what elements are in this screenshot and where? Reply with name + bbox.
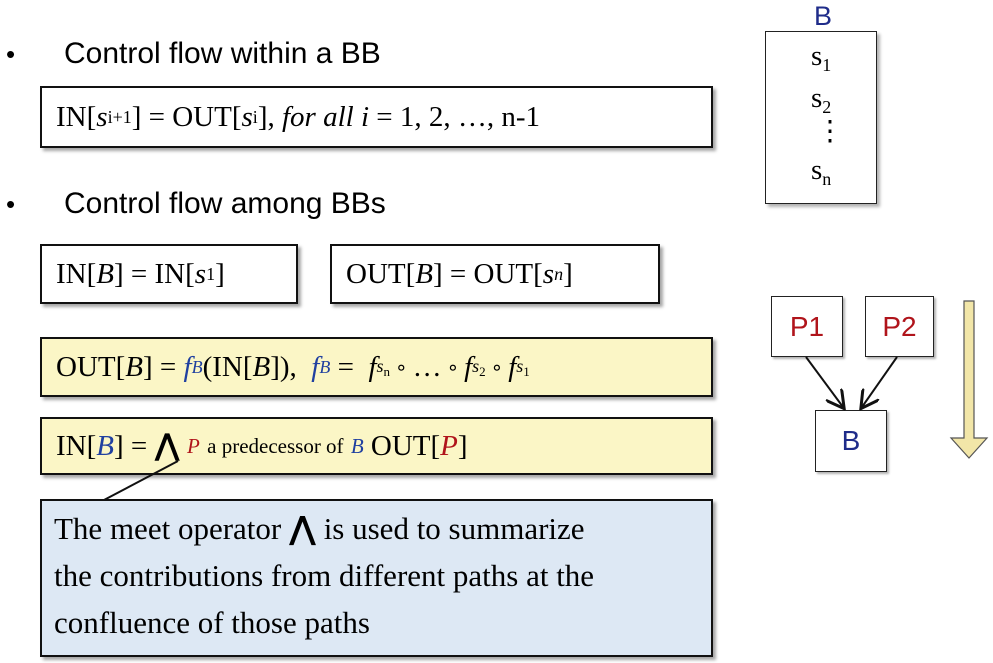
graph-node-p2: P2 — [865, 296, 934, 357]
note-line-2: the contributions from different paths a… — [54, 558, 595, 593]
eq-text: ] — [563, 257, 573, 290]
eq-text: OUT[ — [56, 350, 126, 383]
eq-text: OUT[ — [346, 257, 416, 290]
graph-node-b: B — [815, 410, 887, 472]
eq-var: s — [542, 257, 555, 290]
eq-sub: s — [472, 355, 480, 376]
down-arrow-icon — [949, 300, 989, 459]
vdots-icon: ⋮ — [816, 114, 844, 147]
eq-sub: 1 — [523, 363, 530, 379]
compose-icon: ∘ — [395, 355, 408, 379]
eq-func: f — [464, 350, 473, 383]
eq-var: P — [187, 433, 200, 458]
graph-node-p1: P1 — [771, 296, 843, 357]
eq-within-bb: IN[s i+1] = OUT[s i], for all i = 1, 2, …,… — [40, 86, 713, 148]
eq-text: ] = IN[ — [113, 257, 195, 290]
eq-sub: n — [554, 264, 564, 284]
edge-arrow-icon — [805, 356, 843, 407]
bullet-text: Control flow within a BB — [64, 37, 381, 70]
edge-arrow-icon — [862, 356, 898, 407]
compose-icon: ∘ — [446, 355, 460, 379]
eq-sub: 2 — [479, 363, 486, 379]
block-label: B — [814, 1, 833, 31]
bullet-among: • Control flow among BBs — [0, 187, 386, 221]
callout-connector — [103, 460, 179, 501]
eq-sub: B — [191, 357, 203, 377]
eq-func: f — [311, 350, 320, 383]
eq-sub: i — [252, 107, 258, 127]
eq-var: i — [360, 100, 370, 133]
eq-phrase: a predecessor of — [207, 433, 344, 458]
eq-text: IN[ — [56, 257, 97, 290]
eq-text: IN[ — [56, 429, 97, 462]
eq-text: = 1, 2, …, n-1 — [376, 100, 541, 133]
eq-sub: i+1 — [107, 107, 132, 127]
meet-note: The meet operator ⋀ is used to summarize… — [40, 499, 713, 657]
eq-var: B — [350, 433, 364, 458]
eq-text: … — [412, 350, 442, 383]
eq-var: s — [241, 100, 253, 133]
eq-in-b: IN[B] = IN[s 1] — [40, 244, 298, 304]
eq-text: ] = OUT[ — [432, 257, 543, 290]
eq-text: ] — [457, 429, 468, 462]
eq-text: ], — [257, 100, 275, 133]
meet-icon: ⋀ — [288, 509, 316, 547]
eq-var: B — [96, 429, 114, 462]
eq-var: s — [194, 257, 207, 290]
eq-text: IN[ — [56, 100, 97, 133]
eq-text: ] = OUT[ — [131, 100, 242, 133]
note-line-1: The meet operator ⋀ is used to summarize — [54, 509, 585, 547]
note-line-3: confluence of those paths — [54, 605, 370, 640]
bullet-within: • Control flow within a BB — [0, 37, 381, 71]
statement: s2 — [811, 82, 832, 117]
eq-meet: IN[B] = ⋀ P a predecessor of B OUT[P] — [40, 417, 713, 475]
eq-text: ] — [215, 257, 225, 290]
eq-text: ]), — [270, 350, 297, 383]
eq-func: f — [183, 350, 192, 383]
eq-sub: B — [319, 357, 331, 377]
eq-var: B — [252, 350, 271, 383]
basic-block: s1 s2 ⋮ sn — [765, 31, 877, 204]
eq-var: B — [96, 257, 114, 290]
eq-func: f — [508, 350, 517, 383]
eq-text: (IN[ — [202, 350, 253, 383]
eq-var: B — [415, 257, 433, 290]
statement: sn — [811, 154, 832, 189]
eq-var: s — [96, 100, 108, 133]
eq-text: = — [337, 350, 354, 383]
eq-text: OUT[ — [370, 429, 441, 462]
bullet-dot: • — [6, 39, 16, 69]
compose-icon: ∘ — [490, 355, 504, 379]
eq-func: f — [368, 350, 377, 383]
meet-icon: ⋀ — [154, 428, 180, 463]
bullet-text: Control flow among BBs — [64, 187, 386, 220]
eq-text: ] = — [113, 429, 148, 462]
eq-sub: s — [516, 355, 524, 376]
statement: s1 — [811, 40, 832, 75]
eq-sub: 1 — [206, 264, 216, 284]
eq-text: ] = — [142, 350, 177, 383]
eq-sub: s — [376, 355, 384, 376]
eq-phrase: for all — [281, 100, 354, 133]
bullet-dot: • — [6, 189, 16, 219]
eq-sub: n — [383, 363, 391, 379]
eq-var: B — [125, 350, 143, 383]
eq-var: P — [440, 429, 458, 462]
eq-out-b: OUT[B] = OUT[s n] — [330, 244, 660, 304]
